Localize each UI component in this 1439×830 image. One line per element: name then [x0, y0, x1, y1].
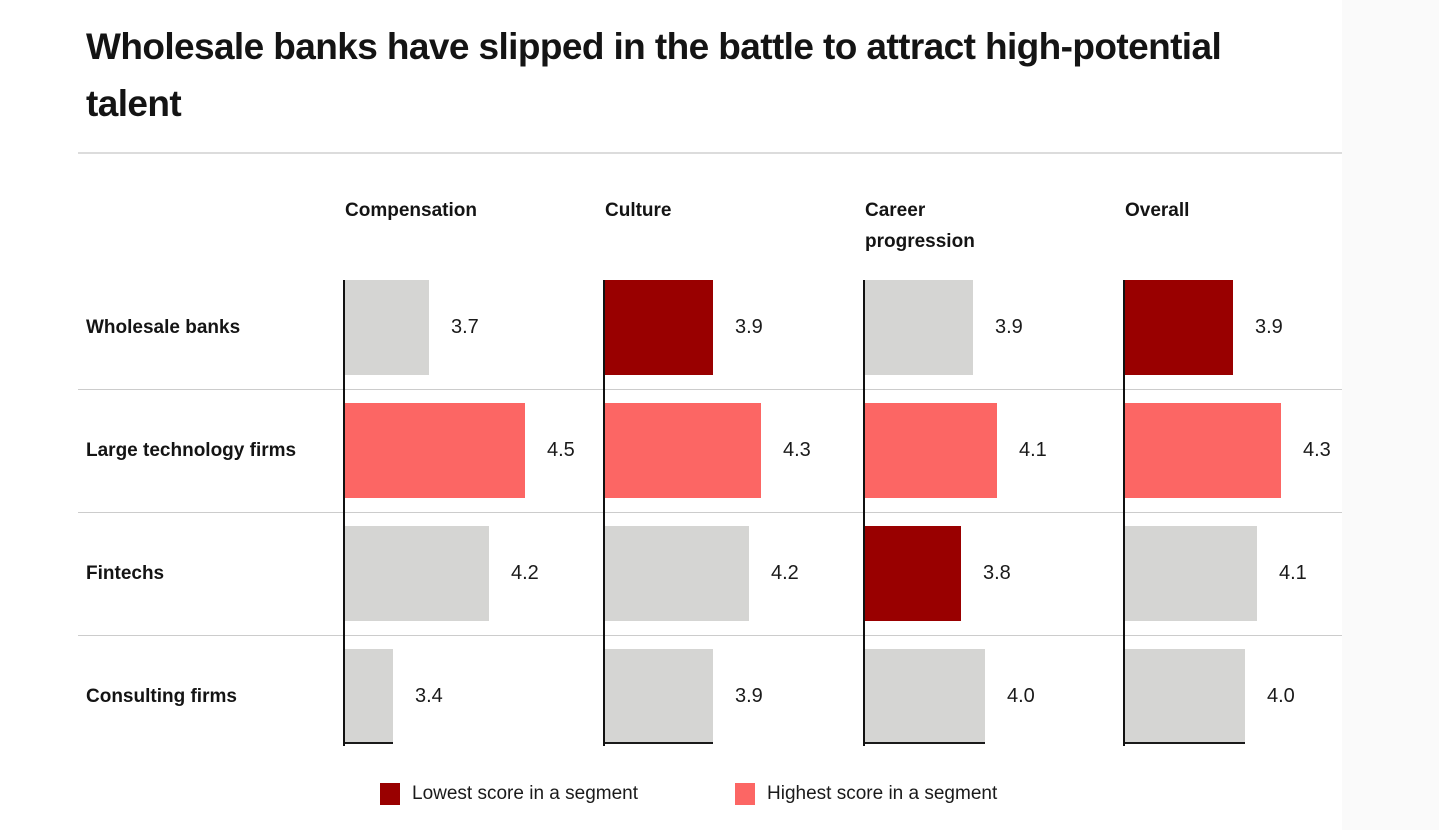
- score-value-label: 3.9: [735, 316, 763, 338]
- column-axis-line: [863, 280, 865, 746]
- score-bar: [865, 403, 997, 498]
- column-axis-line: [603, 280, 605, 746]
- score-bar: [1125, 280, 1233, 375]
- score-bar: [605, 649, 713, 744]
- row-label: Large technology firms: [86, 439, 297, 461]
- row-divider: [78, 512, 1342, 513]
- column-header-compensation: Compensation: [345, 200, 477, 221]
- table-row: Fintechs 4.2 4.2 3.8 4.1: [0, 512, 1439, 635]
- table-row: Wholesale banks 3.7 3.9 3.9 3.9: [0, 266, 1439, 389]
- legend-swatch-highest-icon: [735, 783, 755, 805]
- column-header-overall: Overall: [1125, 200, 1190, 221]
- score-value-label: 3.7: [451, 316, 479, 338]
- legend-swatch-lowest-icon: [380, 783, 400, 805]
- score-value-label: 4.5: [547, 439, 575, 461]
- score-bar: [1125, 649, 1245, 744]
- row-divider: [78, 635, 1342, 636]
- title-divider: [78, 152, 1342, 154]
- score-bar: [865, 649, 985, 744]
- score-value-label: 4.0: [1007, 685, 1035, 707]
- score-value-label: 4.0: [1267, 685, 1295, 707]
- score-value-label: 3.8: [983, 562, 1011, 584]
- column-header-culture: Culture: [605, 200, 672, 221]
- score-value-label: 3.9: [1255, 316, 1283, 338]
- row-divider: [78, 389, 1342, 390]
- score-bar: [345, 280, 429, 375]
- table-row: Large technology firms 4.5 4.3 4.1 4.3: [0, 389, 1439, 512]
- score-bar: [605, 280, 713, 375]
- score-bar: [1125, 526, 1257, 621]
- score-value-label: 4.1: [1279, 562, 1307, 584]
- legend-label-highest: Highest score in a segment: [767, 783, 998, 804]
- score-value-label: 4.3: [1303, 439, 1331, 461]
- legend-item-highest: Highest score in a segment: [735, 781, 997, 807]
- column-axis-line: [1123, 280, 1125, 746]
- score-value-label: 3.4: [415, 685, 443, 707]
- score-bar: [345, 403, 525, 498]
- score-bar: [605, 403, 761, 498]
- row-label: Fintechs: [86, 562, 165, 584]
- score-bar: [865, 280, 973, 375]
- score-bar: [1125, 403, 1281, 498]
- column-axis-line: [343, 280, 345, 746]
- score-value-label: 3.9: [995, 316, 1023, 338]
- score-value-label: 4.2: [771, 562, 799, 584]
- row-label: Wholesale banks: [86, 316, 241, 338]
- chart-title: Wholesale banks have slipped in the batt…: [86, 26, 1222, 124]
- score-value-label: 3.9: [735, 685, 763, 707]
- score-bar: [865, 526, 961, 621]
- table-row: Consulting firms 3.4 3.9 4.0 4.0: [0, 635, 1439, 758]
- column-header-career-progression: Career progression: [865, 200, 975, 252]
- score-value-label: 4.3: [783, 439, 811, 461]
- legend-item-lowest: Lowest score in a segment: [380, 781, 638, 807]
- score-value-label: 4.1: [1019, 439, 1047, 461]
- score-bar: [605, 526, 749, 621]
- score-bar: [345, 649, 393, 744]
- score-value-label: 4.2: [511, 562, 539, 584]
- row-label: Consulting firms: [86, 685, 237, 707]
- score-bar: [345, 526, 489, 621]
- legend-label-lowest: Lowest score in a segment: [412, 783, 639, 804]
- page-right-margin: [1342, 0, 1439, 830]
